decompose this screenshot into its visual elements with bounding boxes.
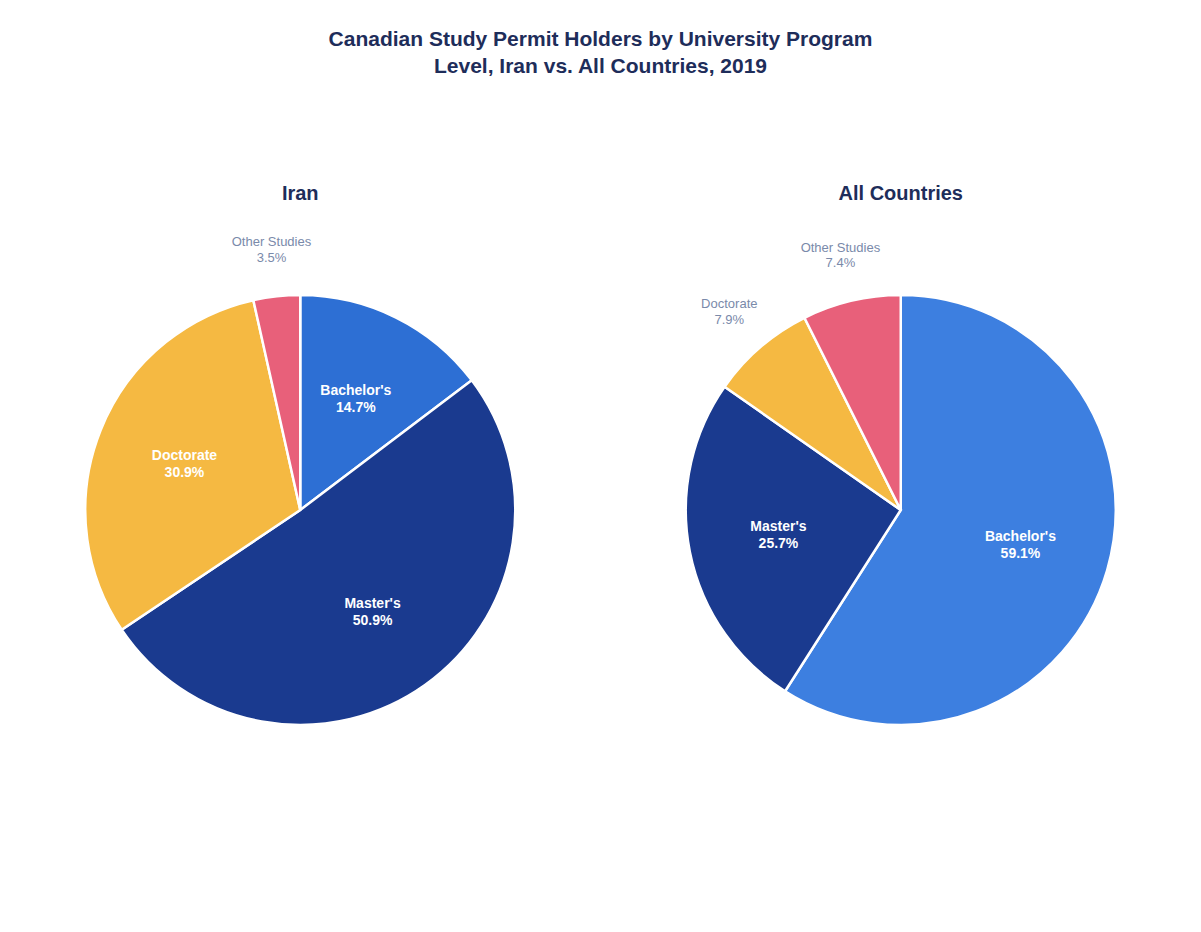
- data-label: Other Studies7.4%: [801, 239, 881, 270]
- category-label: Master's: [750, 518, 806, 534]
- title-line: Canadian Study Permit Holders by Univers…: [329, 27, 873, 50]
- value-label: 25.7%: [759, 535, 799, 551]
- value-label: 50.9%: [353, 612, 393, 628]
- data-labels: Bachelor's14.7% Master's50.9% Doctorate30.…: [152, 234, 401, 628]
- data-label: Other Studies3.5%: [232, 234, 312, 265]
- category-label: Bachelor's: [320, 382, 391, 398]
- value-label: 59.1%: [1001, 545, 1041, 561]
- category-label: Other Studies: [801, 239, 881, 254]
- value-label: 30.9%: [165, 464, 205, 480]
- value-label: 3.5%: [257, 250, 287, 265]
- chart: Canadian Study Permit Holders by Univers…: [0, 0, 1201, 932]
- data-label: Bachelor's14.7%: [320, 382, 391, 415]
- value-label: 7.4%: [826, 255, 856, 270]
- data-label: Bachelor's59.1%: [985, 528, 1056, 561]
- pie-slice: [804, 295, 900, 510]
- category-label: Doctorate: [701, 296, 757, 311]
- subtitle: All Countries: [839, 182, 963, 204]
- value-label: 14.7%: [336, 399, 376, 415]
- title: Canadian Study Permit Holders by Univers…: [329, 27, 873, 77]
- category-label: Other Studies: [232, 234, 312, 249]
- pie-chart: Iran Bachelor's14.7% Master's50.9% Doctorat…: [85, 182, 515, 725]
- data-label: Master's25.7%: [750, 518, 806, 551]
- title-line: Level, Iran vs. All Countries, 2019: [434, 54, 767, 77]
- category-label: Bachelor's: [985, 528, 1056, 544]
- pie-chart: All Countries Bachelor's59.1% Master's25.7…: [686, 182, 1116, 725]
- value-label: 7.9%: [714, 312, 744, 327]
- slices: [686, 295, 1116, 725]
- data-label: Doctorate30.9%: [152, 447, 218, 480]
- pie-slice: [253, 295, 300, 510]
- data-label: Master's50.9%: [344, 595, 400, 628]
- data-labels: Bachelor's59.1% Master's25.7% Doctorate7.9…: [701, 239, 1056, 561]
- slices: [85, 295, 515, 725]
- data-label: Doctorate7.9%: [701, 296, 757, 327]
- subtitle: Iran: [282, 182, 319, 204]
- category-label: Doctorate: [152, 447, 218, 463]
- background: [0, 0, 1201, 932]
- category-label: Master's: [344, 595, 400, 611]
